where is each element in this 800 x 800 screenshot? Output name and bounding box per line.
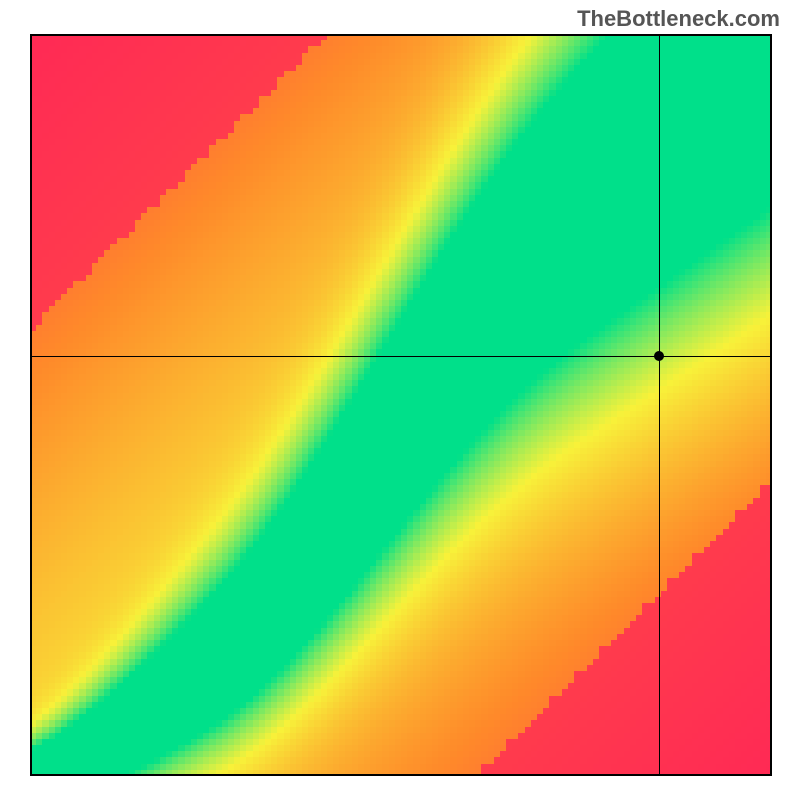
chart-container: TheBottleneck.com (0, 0, 800, 800)
crosshair-vertical (659, 34, 660, 776)
plot-border (30, 34, 772, 776)
watermark-text: TheBottleneck.com (577, 6, 780, 32)
marker-point (654, 351, 664, 361)
